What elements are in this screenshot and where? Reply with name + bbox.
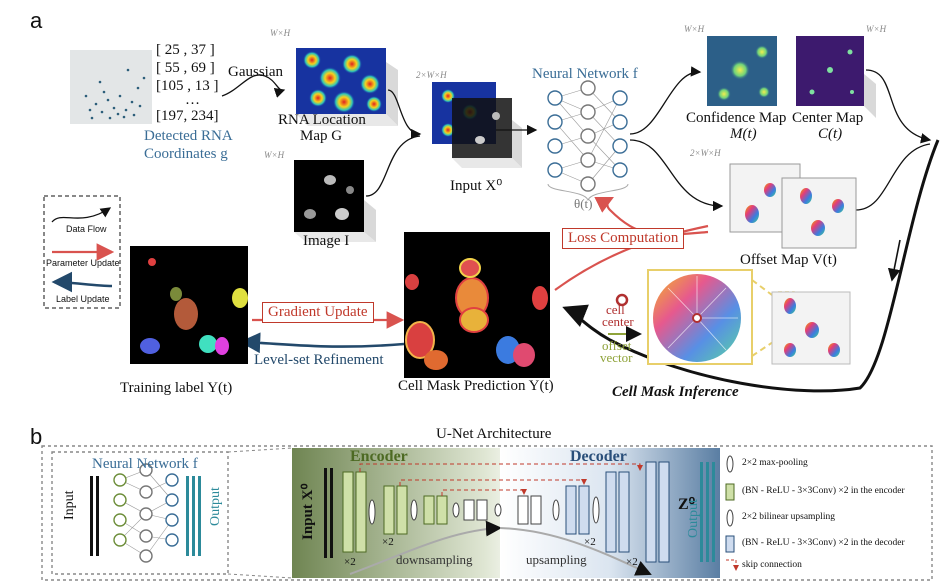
cell-center-label-2: center <box>602 314 634 329</box>
x2-label-4: ×2 <box>626 556 638 568</box>
confidence-map <box>707 36 777 106</box>
panel-a-label: a <box>30 8 43 33</box>
rna-scatter-plot <box>70 50 152 124</box>
training-label-image <box>130 246 248 364</box>
rna-map-label-1: RNA Location <box>278 112 366 128</box>
coord-2: [ 55 , 69 ] <box>156 60 215 76</box>
dim-rna-map: W×H <box>270 28 291 38</box>
confidence-label-2: M(t) <box>730 126 757 142</box>
loss-computation-label: Loss Computation <box>562 228 685 249</box>
cell-mask-caption: Cell Mask Prediction Y(t) <box>398 378 554 394</box>
neural-network-diagram <box>547 80 628 192</box>
offset-map <box>729 163 857 249</box>
gaussian-label: Gaussian <box>228 64 283 80</box>
output-vertical-label: Output <box>686 499 701 538</box>
legend-encoder-block: (BN - ReLU - 3×3Conv) ×2 in the encoder <box>742 486 905 496</box>
x2-label-1: ×2 <box>344 556 356 568</box>
detected-rna-label-2: Coordinates g <box>144 146 228 162</box>
cell-center-label-1: cell <box>606 302 625 317</box>
center-map <box>796 36 876 118</box>
theta-label: θ(t) <box>574 196 593 211</box>
input-stack <box>432 82 522 168</box>
rna-location-map <box>296 48 398 126</box>
legend-parameter-update: Parameter Update <box>46 258 120 268</box>
image-i-label: Image I <box>303 233 350 249</box>
legend-data-flow: Data Flow <box>66 224 107 234</box>
offset-vector-label-2: vector <box>600 350 633 365</box>
downsampling-label: downsampling <box>396 552 473 567</box>
center-label-1: Center Map <box>792 110 864 126</box>
offset-vector-label-1: offset <box>602 338 632 353</box>
center-label-2: C(t) <box>818 126 843 142</box>
dim-image: W×H <box>264 150 285 160</box>
dim-input: 2×W×H <box>416 70 447 80</box>
unet-title: U-Net Architecture <box>436 426 552 442</box>
z0-label: Z⁰ <box>678 496 696 513</box>
confidence-label-1: Confidence Map <box>686 110 787 126</box>
rna-map-label-2: Map G <box>300 128 343 144</box>
dim-confidence: W×H <box>684 24 705 34</box>
input-x0-label: Input X⁰ <box>450 178 503 194</box>
decoder-label: Decoder <box>570 448 627 465</box>
coord-4: [197, 234] <box>156 108 219 124</box>
detected-rna-label-1: Detected RNA <box>144 128 233 144</box>
x2-label-2: ×2 <box>382 536 394 548</box>
nuclei-image <box>294 160 376 242</box>
output-b-label: Output <box>208 487 223 526</box>
coord-ellipsis: … <box>185 92 200 108</box>
gradient-update-label: Gradient Update <box>262 302 374 323</box>
cell-mask-inference-label: Cell Mask Inference <box>612 384 739 400</box>
upsampling-label: upsampling <box>526 552 587 567</box>
offset-detail <box>771 291 851 365</box>
legend-maxpool: 2×2 max-pooling <box>742 458 808 468</box>
x2-label-3: ×2 <box>584 536 596 548</box>
legend-decoder-block: (BN - ReLU - 3×3Conv) ×2 in the decoder <box>742 538 905 548</box>
legend-panel-a <box>43 195 121 309</box>
level-set-label: Level-set Refinement <box>254 352 384 368</box>
input-x0-vertical: Input X⁰ <box>300 483 316 540</box>
encoder-label: Encoder <box>350 448 408 465</box>
nn-label-a: Neural Network f <box>532 66 638 82</box>
nn-label-b: Neural Network f <box>92 456 198 472</box>
legend-upsampling: 2×2 bilinear upsampling <box>742 512 835 522</box>
offset-map-label: Offset Map V(t) <box>740 252 837 268</box>
cell-mask-prediction <box>404 232 550 378</box>
input-b-label: Input <box>62 490 77 520</box>
legend-skip-connection: skip connection <box>742 560 802 570</box>
legend-label-update: Label Update <box>56 294 110 304</box>
coord-1: [ 25 , 37 ] <box>156 42 215 58</box>
dim-center: W×H <box>866 24 887 34</box>
training-label-caption: Training label Y(t) <box>120 380 233 396</box>
panel-b-label: b <box>30 424 43 449</box>
dim-offset: 2×W×H <box>690 148 721 158</box>
offset-wheel-inset <box>647 269 753 365</box>
unet-panel <box>41 445 933 581</box>
coord-3: [105 , 13 ] <box>156 78 219 94</box>
